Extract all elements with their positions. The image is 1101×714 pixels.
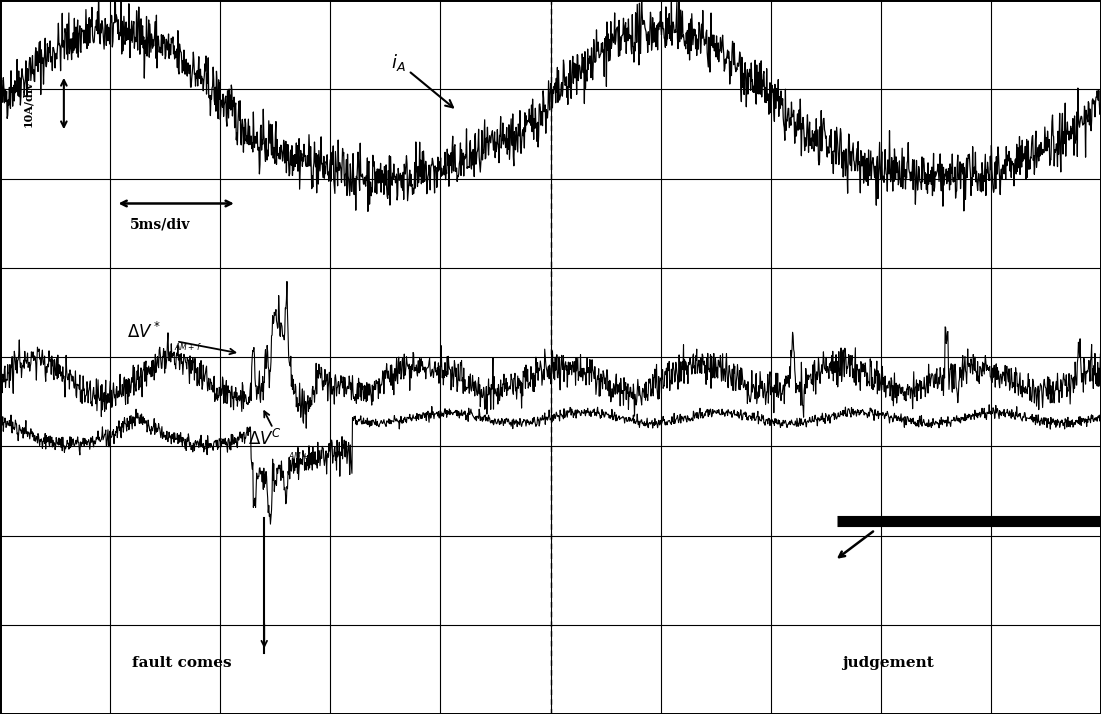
Text: fault comes: fault comes [132, 655, 231, 670]
Text: $\Delta V^*$: $\Delta V^*$ [127, 322, 161, 342]
Text: $_{AM+f}$: $_{AM+f}$ [174, 341, 201, 354]
Text: 10A/div: 10A/div [22, 80, 33, 127]
Text: judgement: judgement [842, 655, 934, 670]
Text: 5ms/div: 5ms/div [130, 218, 190, 232]
Text: $\Delta V^C$: $\Delta V^C$ [248, 429, 282, 449]
Text: $i_A$: $i_A$ [391, 52, 453, 107]
Text: $_{AM+f}$: $_{AM+f}$ [288, 451, 316, 463]
